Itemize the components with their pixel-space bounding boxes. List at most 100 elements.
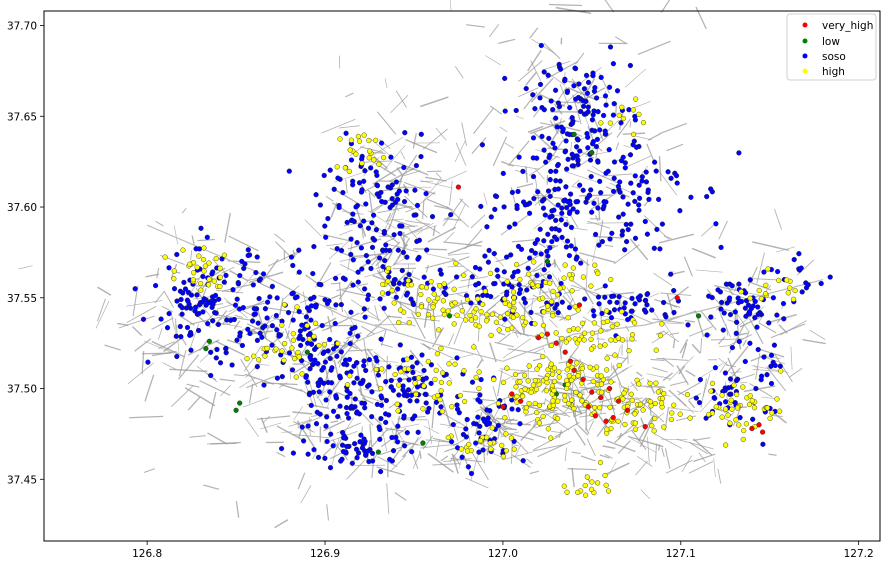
data-point-high [630,107,637,113]
road-segment [386,213,392,223]
data-point-soso [358,432,364,438]
data-point-soso [591,200,597,206]
road-segment [542,61,571,71]
road-segment [260,422,282,430]
data-point-soso [232,302,239,308]
road-segment [525,72,537,86]
data-point-high [511,299,517,306]
road-segment [527,125,544,133]
road-segment [126,305,157,324]
data-point-high [659,321,665,327]
road-segment [480,409,508,435]
data-point-soso [610,188,617,195]
data-point-high [614,321,620,327]
data-point-soso [495,423,501,429]
data-point-high [514,393,520,400]
data-point-high [749,398,755,404]
data-point-high [171,276,177,282]
data-point-high [502,415,508,421]
data-point-soso [333,393,339,399]
road-segment [564,170,598,183]
road-segment [498,38,516,44]
data-point-soso [720,327,726,333]
road-segment [666,143,684,152]
data-point-soso [339,248,345,254]
data-point-high [217,274,224,280]
data-point-soso [632,235,639,241]
data-point-soso [484,224,490,230]
data-point-soso [371,237,378,243]
data-point-soso [368,265,374,272]
data-point-high [731,382,737,388]
data-point-soso [649,307,655,313]
road-segment [600,304,603,332]
data-point-soso [559,210,565,216]
road-segment [321,118,356,134]
data-point-high [548,435,554,441]
road-segment [524,297,539,310]
road-segment [461,122,467,146]
data-point-soso [428,362,435,368]
road-segment [588,420,594,431]
data-point-soso [361,400,368,407]
data-point-soso [418,131,424,137]
data-point-soso [566,210,573,217]
road-segment [143,468,155,474]
data-point-high [475,296,481,302]
road-segment [528,155,559,176]
data-point-high [636,111,642,118]
data-point-high [661,391,667,397]
data-point-very-high [598,395,604,401]
data-point-low [304,349,310,355]
data-point-high [379,290,386,296]
road-segment [276,451,286,458]
data-point-soso [305,423,311,429]
data-point-high [441,312,448,318]
data-point-high [616,362,622,369]
data-point-soso [356,450,362,456]
data-point-soso [229,362,235,368]
data-point-soso [585,79,592,86]
data-point-soso [335,414,341,420]
road-segment [612,364,623,388]
data-point-soso [528,309,534,316]
road-segment [669,332,679,335]
data-point-soso [426,405,432,412]
road-segment [318,295,329,299]
data-point-soso [772,362,778,369]
data-point-high [598,389,605,395]
road-segment [713,458,716,478]
data-point-high [640,119,647,126]
road-segment [511,331,549,340]
data-point-soso [595,109,601,115]
road-segment [447,240,483,255]
data-point-very-high [580,376,586,383]
data-point-soso [530,92,536,98]
data-point-soso [539,198,546,204]
road-segment [191,235,195,245]
road-segment [515,115,524,120]
data-point-soso [369,450,376,457]
data-point-soso [375,372,382,378]
data-point-soso [423,375,429,381]
data-point-soso [607,299,613,305]
data-point-high [513,262,520,268]
data-point-soso [184,324,191,331]
data-point-soso [361,358,367,364]
road-segment [435,439,440,457]
data-point-soso [337,403,343,409]
road-segment [383,144,406,171]
data-point-low [203,346,209,352]
road-segment [126,300,163,307]
road-segment [530,60,542,81]
data-point-soso [553,115,559,121]
road-segment [742,339,748,347]
data-point-soso [596,301,602,307]
road-segment [692,437,711,441]
data-point-high [435,392,441,399]
data-point-high [198,287,204,293]
data-point-soso [721,310,727,316]
data-point-soso [541,107,547,113]
road-segment [97,286,112,296]
data-point-soso [718,306,724,312]
